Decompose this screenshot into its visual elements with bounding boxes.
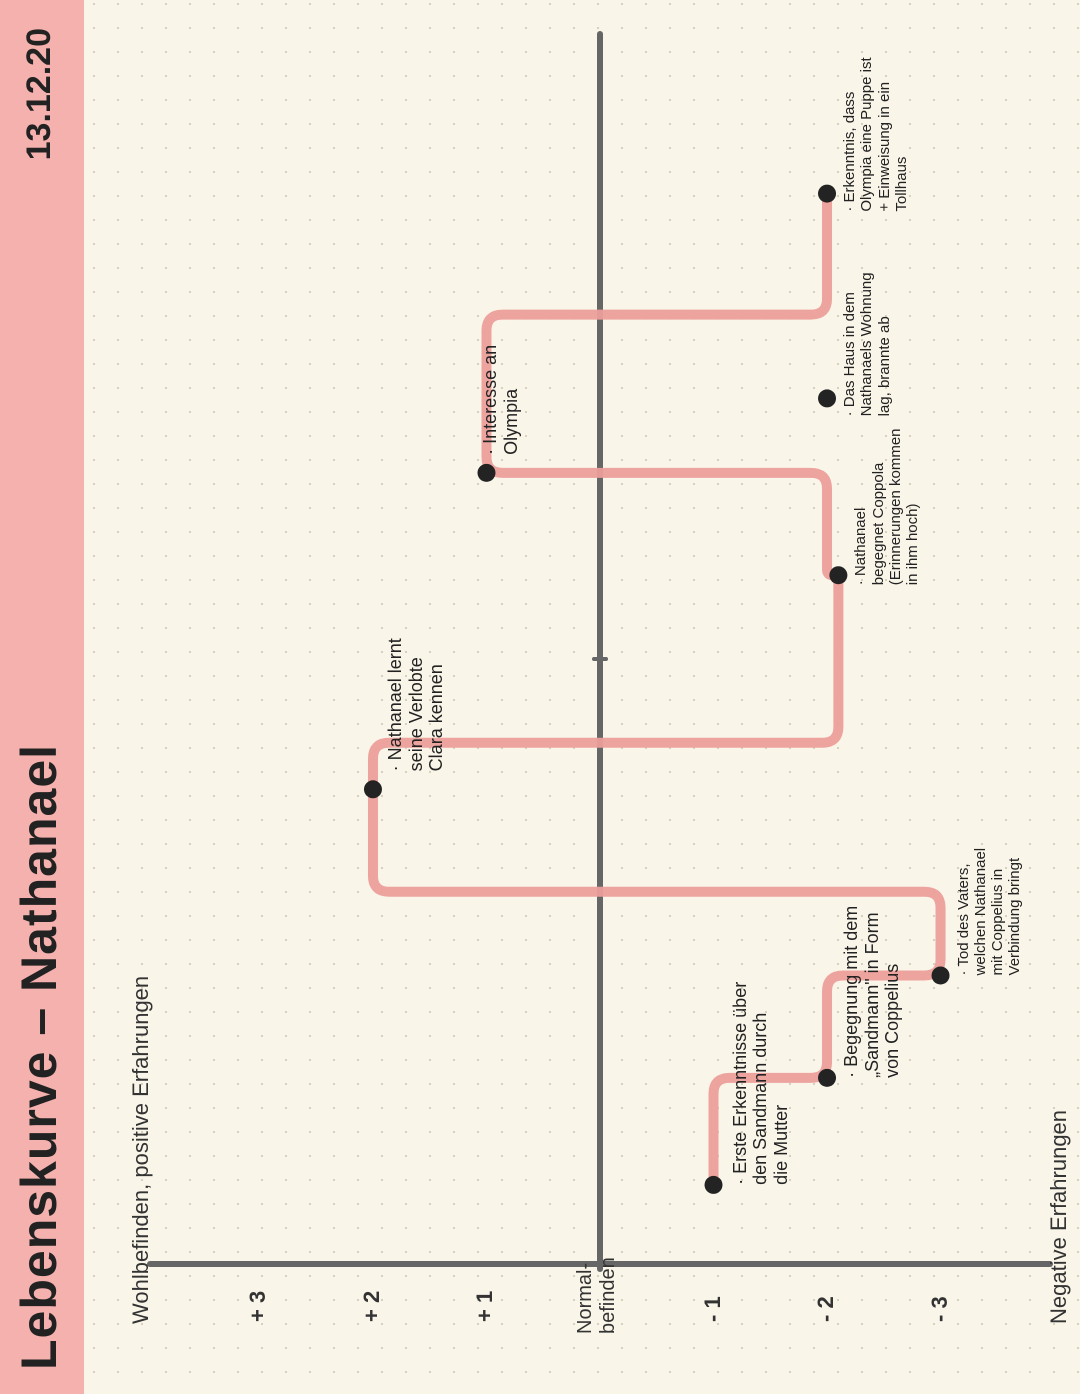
event-label: · Erkenntnis, dass Olympia eine Puppe is… [841, 30, 910, 212]
page-title: Lebenskurve – Nathanael [10, 744, 68, 1370]
event-label: · Das Haus in dem Nathanaels Wohnung lag… [841, 272, 893, 416]
y-tick-label: - 3 [927, 1296, 953, 1322]
life-curve-chart: + 3 + 2 + 1 - 1 - 2 - 3 · Erste Erkenntnisse ü… [120, 30, 1050, 1334]
axis-label-top: Wohlbefinden, positive Erfahrungen [128, 976, 154, 1324]
event-label: · Interesse an Olympia [480, 345, 521, 455]
y-tick-label: + 1 [472, 1291, 498, 1322]
event-label: · Nathanael begegnet Coppola (Erinnerung… [852, 428, 921, 585]
axis-label-bottom: Negative Erfahrungen [1046, 1110, 1072, 1324]
event-label: · Erste Erkenntnisse über den Sandmann d… [730, 982, 792, 1185]
y-tick-label: + 3 [245, 1291, 271, 1322]
event-label: · Begegnung mit dem „Sandmann" in Form v… [841, 906, 903, 1078]
y-tick-label: + 2 [359, 1291, 385, 1322]
y-tick-label: - 2 [813, 1296, 839, 1322]
axis-label-zero: Normal- befinden [574, 1257, 620, 1334]
y-tick-label: - 1 [700, 1296, 726, 1322]
event-label: · Tod des Vaters, welchen Nathanael mit … [955, 848, 1024, 976]
event-label: · Nathanael lernt seine Verlobte Clara k… [385, 638, 447, 771]
page-date: 13.12.20 [20, 28, 59, 160]
